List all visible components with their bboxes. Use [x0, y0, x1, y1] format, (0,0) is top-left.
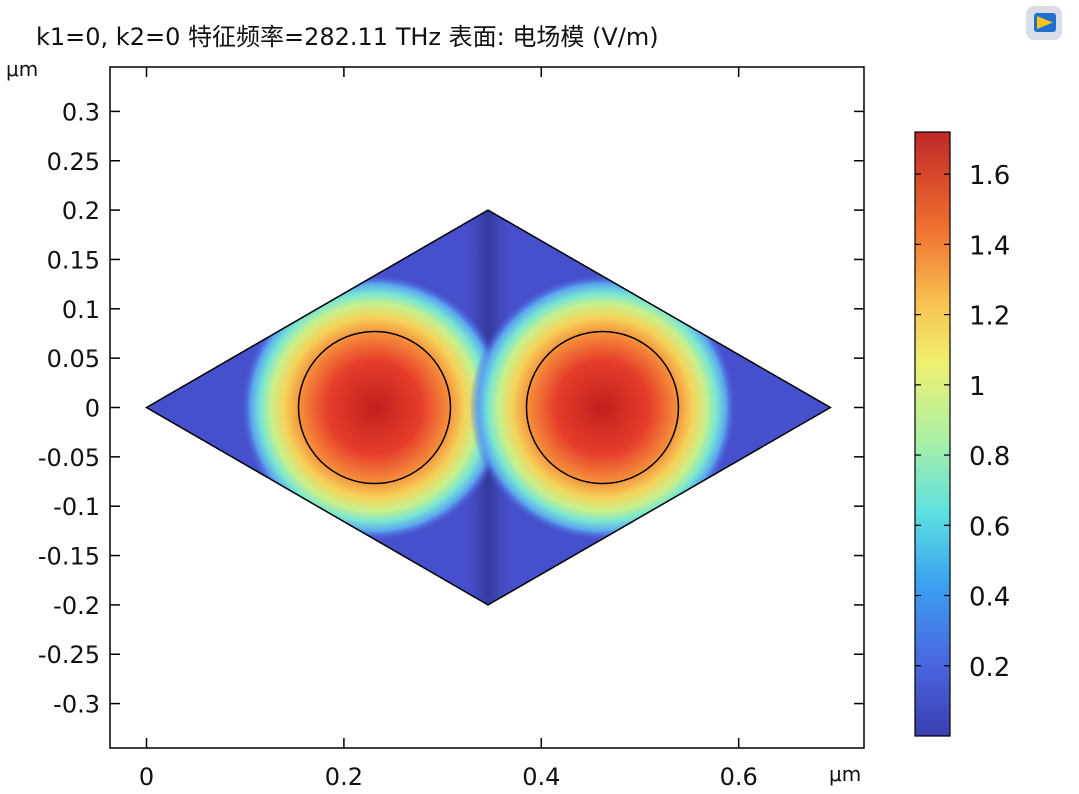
y-tick-label: 0.25	[47, 148, 100, 176]
x-tick-label: 0.2	[325, 763, 363, 791]
y-axis-ticks: 0.3 0.25 0.2 0.15 0.1 0.05 0 -0.05 -0.1 -0.15 -0.2…	[38, 98, 864, 719]
domain-boundary	[145, 209, 832, 606]
x-tick-label: 0.4	[522, 763, 560, 791]
y-tick-label: 0.1	[62, 296, 100, 324]
colorbar-tick-label: 0.4	[969, 583, 1010, 613]
y-tick-label: -0.05	[38, 444, 100, 472]
colorbar-tick-label: 1.6	[969, 161, 1010, 191]
colorbar-tick-label: 1	[969, 372, 986, 402]
colorbar-tick-label: 0.8	[969, 442, 1010, 472]
colorbar	[914, 131, 951, 737]
rod-field-glow	[469, 274, 736, 541]
y-tick-label: 0	[85, 395, 100, 423]
y-tick-label: 0.3	[62, 98, 100, 126]
colorbar-tick-label: 1.4	[969, 231, 1010, 261]
y-tick-label: -0.25	[38, 641, 100, 669]
chart-title: k1=0, k2=0 特征频率=282.11 THz 表面: 电场模 (V/m)	[36, 23, 659, 51]
rod-boundary	[525, 330, 680, 485]
x-tick-label: 0.6	[720, 763, 758, 791]
y-tick-label: -0.15	[38, 543, 100, 571]
y-tick-label: 0.15	[47, 246, 100, 274]
colorbar-tick-label: 1.2	[969, 302, 1010, 332]
colorbar-tick-label: 0.2	[969, 653, 1010, 683]
y-tick-label: -0.3	[53, 691, 100, 719]
x-axis-unit: μm	[829, 762, 861, 786]
x-tick-label: 0	[139, 763, 154, 791]
y-tick-label: 0.2	[62, 197, 100, 225]
rod-field-glow	[241, 274, 508, 541]
y-tick-label: -0.1	[53, 493, 100, 521]
x-axis-ticks: 0 0.2 0.4 0.6	[139, 67, 758, 791]
colorbar-tick-label: 0.6	[969, 512, 1010, 542]
app-logo-icon	[1026, 6, 1062, 40]
y-tick-label: 0.05	[47, 345, 100, 373]
y-axis-unit: μm	[6, 57, 38, 81]
rod-boundary	[297, 330, 452, 485]
colorbar-ticks: 1.6 1.4 1.2 1 0.8 0.6 0.4 0.2	[915, 161, 1010, 683]
y-tick-label: -0.2	[53, 592, 100, 620]
